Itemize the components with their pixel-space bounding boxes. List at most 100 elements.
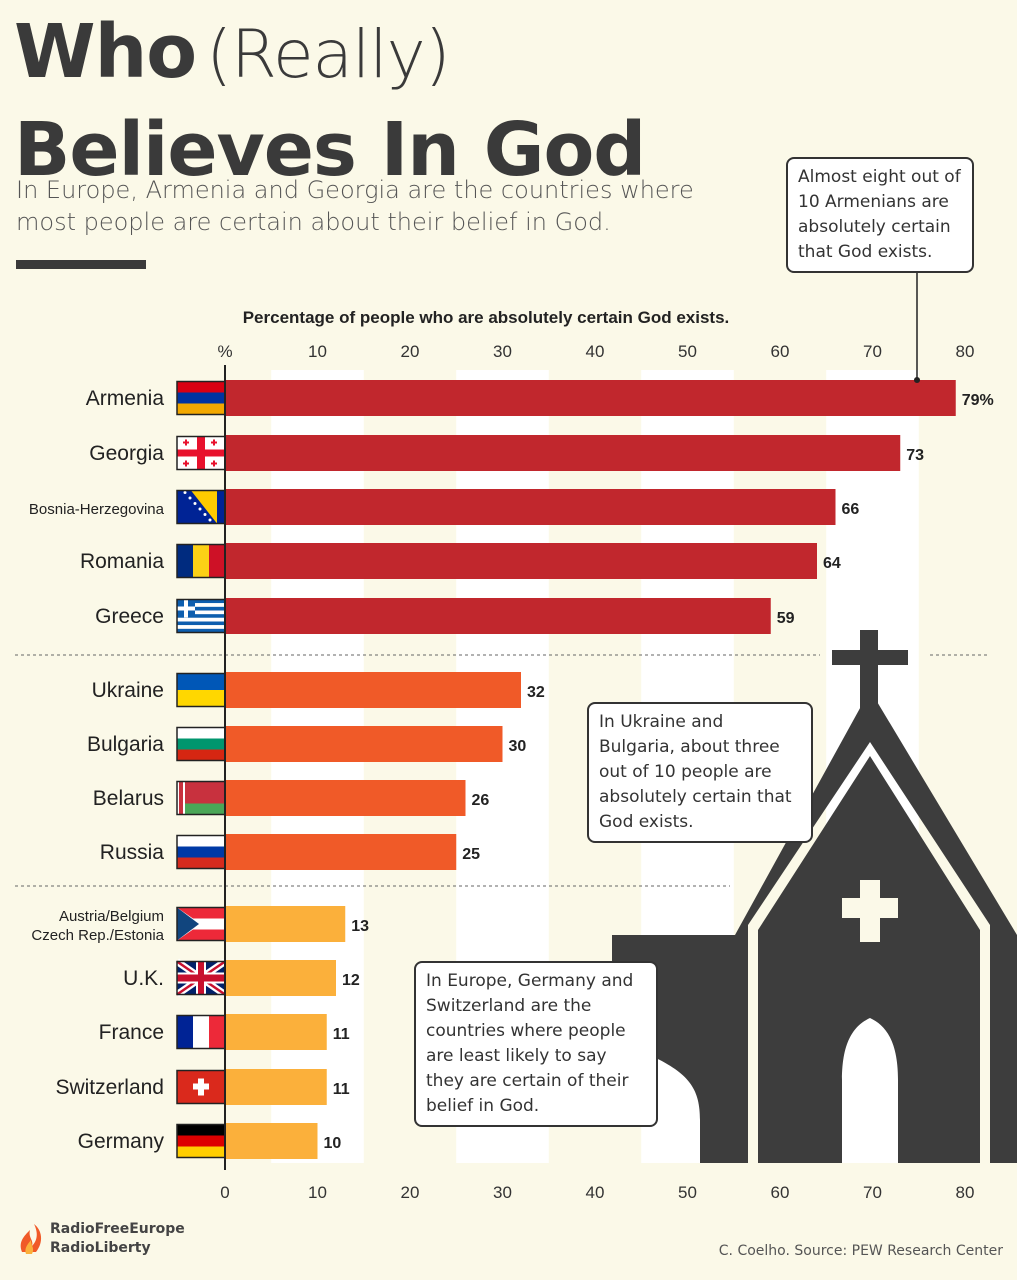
flame-icon (20, 1224, 42, 1254)
title-rule (16, 260, 146, 269)
callout-ukraine-bulgaria: In Ukraine and Bulgaria, about three out… (587, 702, 813, 843)
bar (225, 726, 503, 762)
page-title: Who (Really) Believes In God (14, 9, 646, 206)
bar (225, 780, 466, 816)
bar (225, 960, 336, 996)
flag-switzerland-icon (176, 1069, 226, 1105)
bottom-tick-label: 60 (771, 1183, 790, 1202)
flag-uk-icon (175, 958, 227, 998)
axis-title: Percentage of people who are absolutely … (243, 308, 730, 327)
bar (225, 834, 457, 870)
category-label: Armenia (86, 387, 165, 410)
category-label: Greece (95, 605, 164, 628)
top-tick-label: 40 (586, 342, 605, 361)
church-body (612, 690, 1017, 1163)
flag-bosnia-icon (176, 489, 226, 525)
value-label: 12 (342, 972, 360, 989)
top-tick-label: % (217, 342, 232, 361)
bar (225, 1014, 327, 1050)
title-believes: Believes In God (14, 107, 646, 193)
bar-row: Georgia 73 (89, 435, 924, 471)
top-tick-label: 30 (493, 342, 512, 361)
callout-germany-switzerland: In Europe, Germany and Switzerland are t… (414, 961, 658, 1127)
category-label: Austria/Belgium (59, 908, 164, 925)
flag-georgia-icon (176, 435, 226, 471)
flag-belarus-icon (176, 780, 226, 816)
bar (225, 543, 817, 579)
bar-row: Ukraine 32 (92, 672, 545, 708)
category-label: Switzerland (55, 1076, 164, 1099)
bar (225, 1069, 327, 1105)
value-label: 59 (777, 610, 795, 627)
category-label: Bulgaria (87, 733, 164, 756)
church-illustration (612, 630, 1017, 1163)
category-label: U.K. (123, 967, 164, 990)
category-label: Czech Rep./Estonia (31, 927, 164, 944)
bottom-tick-label: 30 (493, 1183, 512, 1202)
bar-row: Switzerland 11 (55, 1069, 350, 1105)
flag-germany-icon (176, 1123, 226, 1159)
bar-row: Germany 10 (78, 1123, 342, 1159)
value-label: 73 (906, 447, 924, 464)
category-label: Germany (78, 1130, 165, 1153)
logo-line1: RadioFreeEurope (50, 1221, 185, 1237)
value-label: 10 (324, 1135, 342, 1152)
bar (225, 906, 346, 942)
title-really: (Really) (206, 16, 450, 93)
bar-row: Bulgaria 30 (87, 726, 526, 762)
bottom-tick-label: 0 (220, 1183, 229, 1202)
value-label: 30 (509, 738, 527, 755)
value-label: 64 (823, 555, 841, 572)
callout-leader-dot (914, 377, 920, 383)
value-label: 66 (842, 501, 860, 518)
bar (225, 380, 956, 416)
flag-greece-icon (176, 598, 226, 634)
bottom-tick-label: 70 (863, 1183, 882, 1202)
bottom-tick-label: 40 (586, 1183, 605, 1202)
flag-france-icon (176, 1014, 226, 1050)
logo-line2: RadioLiberty (50, 1240, 151, 1256)
rferl-logo: RadioFreeEurope RadioLiberty (16, 1216, 185, 1266)
bar-row: Armenia 79% (86, 380, 994, 416)
bar-row: France 11 (99, 1014, 350, 1050)
value-label: 79% (962, 392, 994, 409)
top-tick-label: 50 (678, 342, 697, 361)
flag-armenia-icon (176, 380, 226, 416)
value-label: 32 (527, 684, 545, 701)
top-tick-label: 80 (956, 342, 975, 361)
bottom-tick-label: 80 (956, 1183, 975, 1202)
bar-row: Romania 64 (80, 543, 841, 579)
bar (225, 489, 836, 525)
top-tick-label: 10 (308, 342, 327, 361)
bar (225, 435, 901, 471)
category-label: Ukraine (92, 679, 164, 702)
top-tick-label: 20 (401, 342, 420, 361)
flag-romania-icon (176, 543, 226, 579)
page-subtitle: In Europe, Armenia and Georgia are the c… (16, 176, 694, 236)
category-label: Romania (80, 550, 164, 573)
value-label: 11 (333, 1026, 350, 1043)
window-cross (842, 880, 898, 942)
bar-row: Russia 25 (100, 834, 480, 870)
bar-row: Bosnia-Herzegovina 66 (29, 489, 859, 525)
bottom-tick-label: 20 (401, 1183, 420, 1202)
top-tick-label: 60 (771, 342, 790, 361)
bar-row: U.K. 12 (123, 958, 360, 998)
bar-row: Greece 59 (95, 598, 795, 634)
flag-czech-austria-icon (176, 906, 226, 942)
source-credit: C. Coelho. Source: PEW Research Center (718, 1243, 1003, 1259)
bottom-tick-label: 10 (308, 1183, 327, 1202)
church-facade (758, 756, 980, 1163)
callout-armenia: Almost eight out of 10 Armenians are abs… (786, 157, 974, 273)
bar (225, 598, 771, 634)
top-tick-label: 70 (863, 342, 882, 361)
flag-russia-icon (176, 834, 226, 870)
title-who: Who (14, 9, 197, 95)
church-cross (832, 630, 908, 720)
category-label: Russia (100, 841, 165, 864)
category-label: Belarus (93, 787, 164, 810)
value-label: 25 (462, 846, 480, 863)
bar-row: Austria/Belgium Czech Rep./Estonia 13 (31, 906, 369, 944)
bar-row: Belarus 26 (93, 780, 489, 816)
